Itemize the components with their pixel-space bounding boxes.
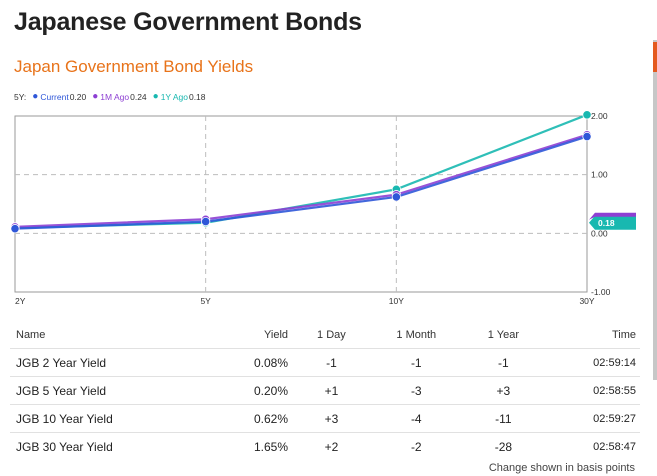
value-callout-tag <box>589 215 636 230</box>
plot-frame <box>14 115 588 293</box>
quote-time: 02:58:47 <box>543 432 640 460</box>
quote-time: 02:59:14 <box>543 348 640 377</box>
change-1-year: -28 <box>463 432 544 460</box>
change-1-year: -11 <box>463 404 544 433</box>
change-1-day: -1 <box>294 348 369 377</box>
value-callout-tag-alt <box>589 212 636 220</box>
change-1-year: -1 <box>463 348 544 377</box>
legend-item-1m-ago[interactable]: ● 1M Ago 0.24 <box>92 91 147 103</box>
legend-value: 0.24 <box>130 92 147 102</box>
value-callout-label: 0.18 <box>598 218 615 228</box>
chart-callout: 0.18 <box>589 212 636 230</box>
legend-prefix: 5Y: <box>14 92 27 102</box>
legend-value: 0.18 <box>188 92 206 102</box>
col-header-time[interactable]: Time <box>611 329 636 341</box>
yield-value: 1.65% <box>209 432 295 460</box>
col-header-yield[interactable]: Yield <box>263 329 289 341</box>
page-title: Japanese Government Bonds <box>14 8 362 36</box>
col-header-name[interactable]: Name <box>16 329 46 341</box>
chart-grid <box>14 115 588 293</box>
scrollbar-track[interactable] <box>653 40 657 380</box>
y-tick-label: -1.00 <box>591 287 611 297</box>
legend-label: 1Y Ago <box>160 92 188 102</box>
chart-series <box>10 110 592 234</box>
data-point <box>201 217 211 227</box>
change-1-day: +2 <box>294 432 369 460</box>
chart-ticks: 2.00 1.00 0.00 -1.00 2Y 5Y 10Y 30Y <box>15 111 611 306</box>
chart-legend: 5Y: ● Current 0.20 ● 1M Ago 0.24 ● 1Y Ag… <box>14 91 206 103</box>
legend-label: Current <box>40 92 69 102</box>
data-point <box>10 224 20 234</box>
x-tick-label: 10Y <box>389 296 404 306</box>
table-header-row: Name Yield 1 Day 1 Month 1 Year Time <box>10 322 640 349</box>
bond-name-link[interactable]: JGB 5 Year Yield <box>10 376 210 405</box>
quote-time: 02:59:27 <box>543 404 640 433</box>
col-header-1-day[interactable]: 1 Day <box>317 329 346 341</box>
x-tick-label: 2Y <box>15 296 26 306</box>
change-1-day: +1 <box>294 376 369 405</box>
legend-value: 0.20 <box>69 92 87 102</box>
col-header-1-month[interactable]: 1 Month <box>396 329 437 341</box>
quote-time: 02:58:55 <box>543 376 640 405</box>
basis-points-note: Change shown in basis points <box>488 462 635 474</box>
y-tick-label: 2.00 <box>591 111 608 121</box>
legend-item-1y-ago[interactable]: ● 1Y Ago 0.18 <box>152 91 206 103</box>
legend-dot-icon: ● <box>152 91 159 102</box>
change-1-month: -3 <box>368 376 464 405</box>
table-row[interactable]: JGB 2 Year Yield 0.08% -1 -1 -1 02:59:14 <box>10 348 640 377</box>
legend-item-current[interactable]: ● Current 0.20 <box>32 91 87 103</box>
col-header-1-year[interactable]: 1 Year <box>487 329 519 341</box>
change-1-year: +3 <box>463 376 544 405</box>
change-1-day: +3 <box>294 404 369 433</box>
yields-table: Name Yield 1 Day 1 Month 1 Year Time JGB… <box>10 322 640 460</box>
yield-value: 0.62% <box>209 404 295 433</box>
x-tick-label: 30Y <box>579 296 594 306</box>
change-1-month: -1 <box>368 348 464 377</box>
yield-value: 0.20% <box>209 376 295 405</box>
yield-value: 0.08% <box>209 348 295 377</box>
data-point <box>582 110 592 120</box>
bond-name-link[interactable]: JGB 2 Year Yield <box>10 348 210 377</box>
data-point <box>582 131 592 142</box>
bond-name-link[interactable]: JGB 10 Year Yield <box>10 404 210 433</box>
legend-dot-icon: ● <box>32 91 39 102</box>
table-row[interactable]: JGB 10 Year Yield 0.62% +3 -4 -11 02:59:… <box>10 404 640 433</box>
section-subtitle[interactable]: Japan Government Bond Yields <box>14 57 254 76</box>
bond-name-link[interactable]: JGB 30 Year Yield <box>10 432 210 460</box>
series-line-1m-ago <box>14 133 588 228</box>
y-tick-label: 1.00 <box>591 170 608 180</box>
x-tick-label: 5Y <box>200 296 211 306</box>
scrollbar-thumb[interactable] <box>653 42 657 72</box>
table-row[interactable]: JGB 5 Year Yield 0.20% +1 -3 +3 02:58:55 <box>10 376 640 405</box>
series-line-current <box>14 135 588 230</box>
data-point <box>391 192 401 202</box>
legend-dot-icon: ● <box>92 91 99 102</box>
legend-label: 1M Ago <box>100 92 130 102</box>
yield-curve-chart[interactable]: 2.00 1.00 0.00 -1.00 2Y 5Y 10Y 30Y 0.18 <box>0 108 657 310</box>
change-1-month: -2 <box>368 432 464 460</box>
table-row[interactable]: JGB 30 Year Yield 1.65% +2 -2 -28 02:58:… <box>10 432 640 460</box>
y-tick-label: 0.00 <box>591 228 608 238</box>
change-1-month: -4 <box>368 404 464 433</box>
